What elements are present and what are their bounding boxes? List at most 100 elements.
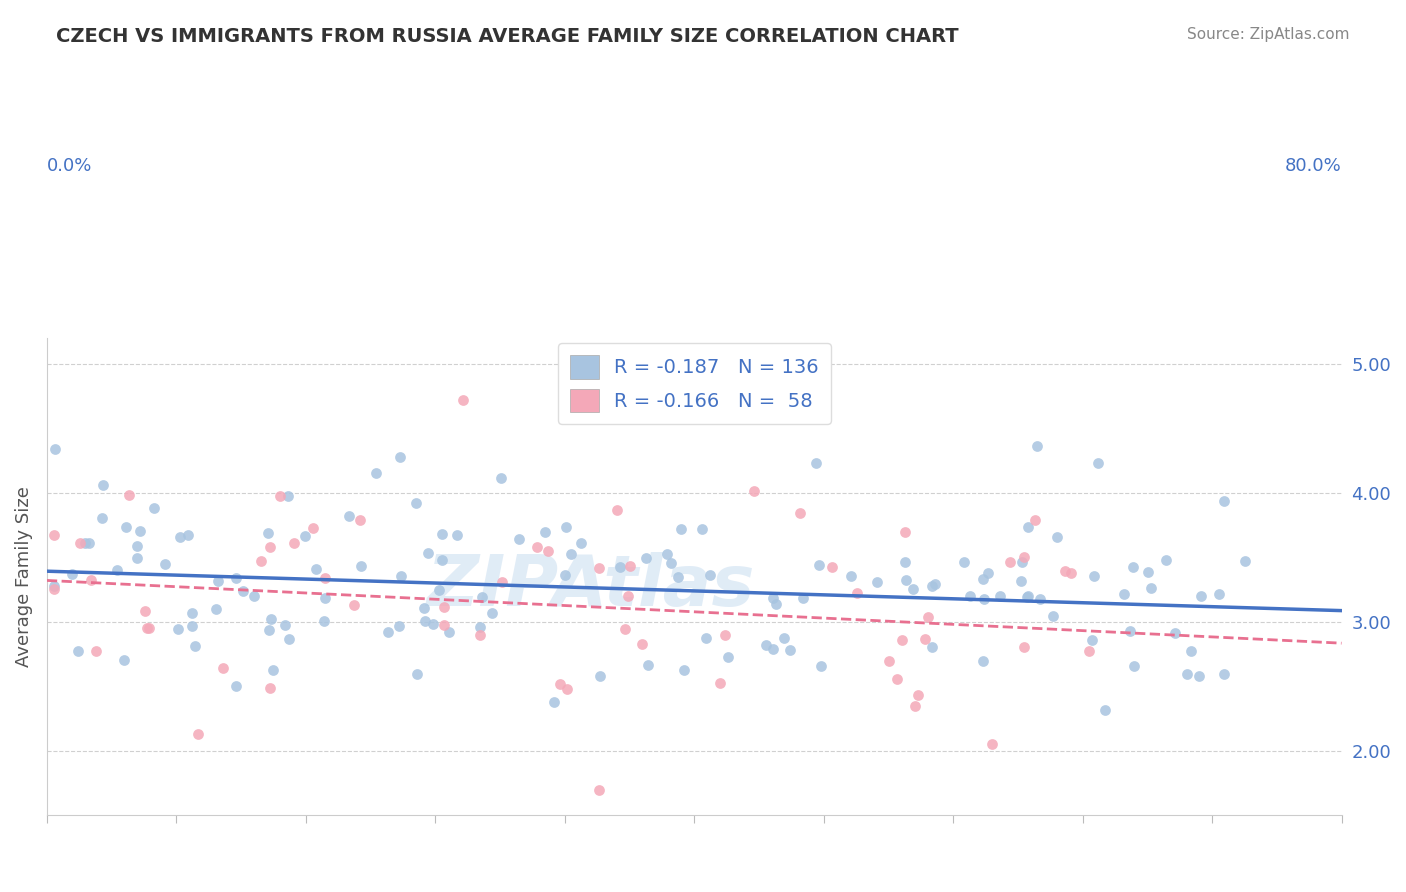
Point (259, 681, 281, 696)
Point (138, 621, 160, 635)
Point (1017, 590, 1039, 604)
Point (430, 527, 453, 541)
Point (1137, 566, 1160, 580)
Point (127, 551, 149, 566)
Point (176, 528, 198, 542)
Point (1042, 608, 1064, 623)
Point (554, 567, 576, 582)
Point (377, 625, 399, 640)
Point (136, 621, 159, 635)
Point (184, 639, 207, 653)
Point (1060, 566, 1083, 580)
Point (1233, 553, 1256, 567)
Point (387, 619, 409, 633)
Text: ZIPAtlas: ZIPAtlas (426, 552, 755, 621)
Point (166, 622, 188, 636)
Point (1010, 574, 1032, 589)
Point (894, 555, 917, 569)
Point (314, 591, 336, 605)
Point (924, 576, 946, 591)
Point (714, 628, 737, 642)
Point (821, 560, 844, 574)
Point (1119, 624, 1142, 638)
Point (560, 547, 582, 561)
Point (305, 562, 328, 576)
Point (1187, 669, 1209, 683)
Point (526, 541, 548, 555)
Point (77, 535, 100, 549)
Point (105, 563, 128, 577)
Point (243, 589, 266, 603)
Point (42, 582, 65, 596)
Point (349, 513, 371, 527)
Point (976, 566, 998, 580)
Point (181, 607, 204, 621)
Point (699, 567, 721, 582)
Point (259, 540, 281, 554)
Point (259, 623, 281, 637)
Point (755, 639, 778, 653)
Point (537, 543, 560, 558)
Point (1011, 555, 1033, 569)
Point (695, 631, 717, 645)
Point (143, 501, 166, 516)
Point (90, 511, 112, 525)
Point (314, 571, 336, 585)
Point (1054, 564, 1077, 578)
Point (430, 552, 453, 566)
Y-axis label: Average Family Size: Average Family Size (15, 486, 32, 667)
Point (433, 599, 456, 614)
Point (1087, 456, 1109, 470)
Point (762, 591, 785, 605)
Point (1213, 666, 1236, 681)
Point (508, 532, 530, 546)
Point (433, 618, 456, 632)
Point (914, 632, 936, 646)
Point (1122, 560, 1144, 574)
Point (413, 601, 436, 615)
Point (569, 536, 592, 550)
Point (437, 624, 460, 639)
Point (866, 574, 889, 589)
Point (543, 695, 565, 709)
Point (631, 637, 654, 651)
Point (125, 540, 148, 554)
Point (112, 653, 135, 667)
Point (84, 644, 107, 658)
Point (709, 676, 731, 690)
Point (44, 442, 66, 457)
Point (891, 632, 914, 647)
Point (1024, 513, 1046, 527)
Point (588, 561, 610, 575)
Point (269, 489, 291, 503)
Point (294, 529, 316, 543)
Point (1112, 587, 1135, 601)
Point (468, 620, 491, 634)
Point (609, 559, 631, 574)
Point (808, 558, 831, 573)
Point (613, 622, 636, 636)
Point (972, 654, 994, 668)
Point (792, 591, 814, 606)
Point (773, 632, 796, 646)
Point (66, 643, 89, 657)
Point (655, 547, 678, 561)
Point (207, 574, 229, 588)
Point (1080, 633, 1102, 648)
Point (91, 477, 114, 491)
Point (904, 698, 927, 713)
Point (666, 570, 689, 584)
Point (550, 676, 572, 690)
Point (1077, 643, 1099, 657)
Point (981, 737, 1004, 751)
Point (619, 558, 641, 573)
Point (260, 612, 283, 626)
Point (886, 672, 908, 686)
Point (617, 589, 640, 603)
Point (1094, 703, 1116, 717)
Point (274, 618, 297, 632)
Point (343, 598, 366, 612)
Point (225, 679, 247, 693)
Point (1212, 493, 1234, 508)
Point (959, 589, 981, 603)
